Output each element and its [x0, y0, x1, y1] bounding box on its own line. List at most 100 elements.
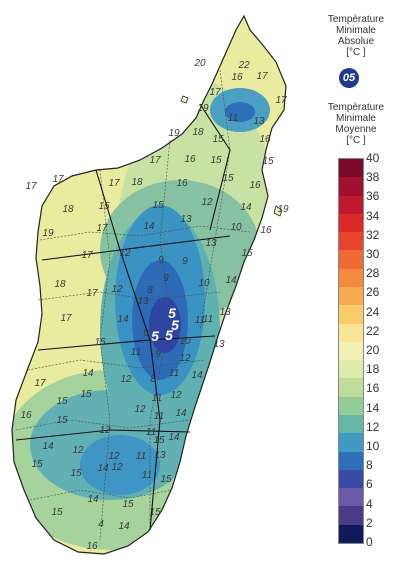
scale-tick-label: 12: [366, 419, 380, 434]
isotherm-value-label: 15: [241, 248, 253, 259]
isotherm-value-label: 19: [277, 204, 289, 215]
scale-tick-label: 10: [366, 439, 380, 453]
scale-tick-label: 22: [366, 323, 380, 338]
scale-tick-label: 20: [366, 343, 380, 357]
isotherm-value-label: 12: [179, 353, 191, 364]
scale-tick-label: 6: [366, 477, 373, 492]
isotherm-value-label: 14: [42, 441, 54, 452]
scale-tick-label: 34: [366, 208, 380, 223]
min-value-labels: 555 5: [151, 305, 179, 344]
isotherm-value-label: 13: [154, 450, 166, 461]
color-swatch: [339, 195, 363, 214]
isotherm-value-label: 14: [82, 368, 94, 379]
min-value-label: 5: [171, 317, 179, 333]
isotherm-value-label: 16: [231, 72, 243, 83]
color-swatch: [339, 506, 363, 525]
isotherm-value-label: 17: [96, 223, 108, 234]
isotherm-value-label: 12: [111, 462, 123, 473]
scale-tick-label: 40: [366, 151, 380, 165]
isotherm-value-label: 10: [179, 336, 191, 347]
isotherm-value-label: 11: [152, 393, 162, 404]
isotherm-value-label: 20: [193, 58, 206, 69]
isotherm-value-label: 11: [136, 451, 146, 462]
min-value-label: 5: [151, 328, 159, 344]
isotherm-value-label: 14: [175, 408, 187, 419]
isotherm-value-label: 22: [237, 60, 250, 71]
isotherm-value-label: 13: [253, 116, 265, 127]
isotherm-value-label: 12: [119, 248, 131, 259]
isotherm-value-label: 11: [169, 368, 179, 379]
isotherm-value-label: 17: [34, 378, 46, 389]
isotherm-value-label: 14: [191, 370, 203, 381]
region-borders: [15, 103, 231, 531]
isotherm-value-label: 12: [201, 197, 213, 208]
isotherm-value-label: 15: [80, 389, 92, 400]
color-swatch: [339, 360, 363, 379]
scale-tick-label: 14: [366, 400, 380, 415]
isotherm-value-label: 14: [97, 463, 109, 474]
scale-tick-label: 2: [366, 515, 373, 530]
isotherm-value-label: 16: [260, 225, 272, 236]
isotherm-value-label: 11: [195, 315, 205, 326]
isotherm-value-label: 11: [146, 427, 156, 438]
isotherm-value-label: 16: [249, 180, 261, 191]
scale-tick-label: 26: [366, 285, 380, 300]
isotherm-value-label: 13: [137, 296, 149, 307]
isotherm-value-label: 18: [192, 127, 204, 138]
isotherm-value-label: 19: [168, 128, 180, 139]
island-outline: [11, 14, 287, 555]
isotherm-value-label: 9: [155, 349, 161, 360]
isotherm-value-label: 8: [150, 374, 156, 385]
scale-tick-label: 18: [366, 362, 380, 377]
isotherm-value-label: 16: [176, 178, 188, 189]
legend: Température Minimale Absolue [°C ] Tempé…: [312, 14, 400, 569]
color-swatch: [339, 415, 363, 434]
isotherm-value-label: 12: [111, 284, 123, 295]
isotherm-value-label: 12: [72, 445, 84, 456]
isotherm-value-label: 17: [149, 155, 161, 166]
isotherm-value-label: 16: [86, 541, 98, 552]
scale-tick-label: 24: [366, 304, 380, 319]
scale-tick-label: 28: [366, 266, 380, 281]
isotherm-value-label: 13: [213, 339, 225, 350]
isotherm-value-label: 16: [20, 410, 32, 421]
color-swatch: [339, 378, 363, 397]
color-swatch: [339, 305, 363, 324]
scale-tick-label: 0: [366, 535, 373, 549]
isotherm-value-label: 11: [131, 347, 141, 358]
isotherm-value-label: 13: [205, 238, 217, 249]
absolute-min-title: Température Minimale Absolue [°C ]: [327, 14, 385, 58]
isotherm-value-label: 19: [42, 228, 54, 239]
district-borders: [15, 69, 251, 541]
isotherm-value-label: 16: [259, 134, 271, 145]
isotherm-value-label: 16: [184, 154, 196, 165]
isotherm-value-label: 14: [240, 202, 252, 213]
min-value-label: 5: [168, 305, 176, 321]
isotherm-value-label: 17: [52, 174, 64, 185]
isotherm-value-label: 14: [118, 521, 130, 532]
scale-tick-label: 38: [366, 170, 380, 185]
isotherm-value-label: 17: [25, 181, 37, 192]
isotherm-value-label: 17: [275, 95, 287, 106]
isotherm-value-label: 12: [108, 451, 120, 462]
isotherm-value-label: 15: [153, 435, 165, 446]
isotherm-value-label: 10: [230, 222, 242, 233]
scale-tick-label: 4: [366, 496, 373, 511]
isotherm-value-label: 11: [203, 314, 213, 325]
isotherm-value-label: 15: [51, 507, 63, 518]
color-swatch: [339, 268, 363, 287]
isotherm-value-label: 15: [160, 474, 172, 485]
scale-tick-label: 8: [366, 458, 373, 473]
isotherm-value-label: 15: [31, 459, 43, 470]
isotherm-value-label: 4: [98, 519, 104, 530]
mean-min-title: Température Minimale Moyenne [°C ]: [327, 102, 385, 146]
isotherm-value-label: 19: [197, 103, 209, 114]
color-swatch: [339, 323, 363, 342]
color-swatch: [339, 451, 363, 470]
isotherm-value-label: 13: [219, 307, 231, 318]
isotherm-value-label: 9: [158, 255, 164, 266]
isotherm-value-label: 12: [99, 425, 111, 436]
isotherm-value-label: 12: [134, 404, 146, 415]
isotherm-value-label: 14: [117, 314, 129, 325]
